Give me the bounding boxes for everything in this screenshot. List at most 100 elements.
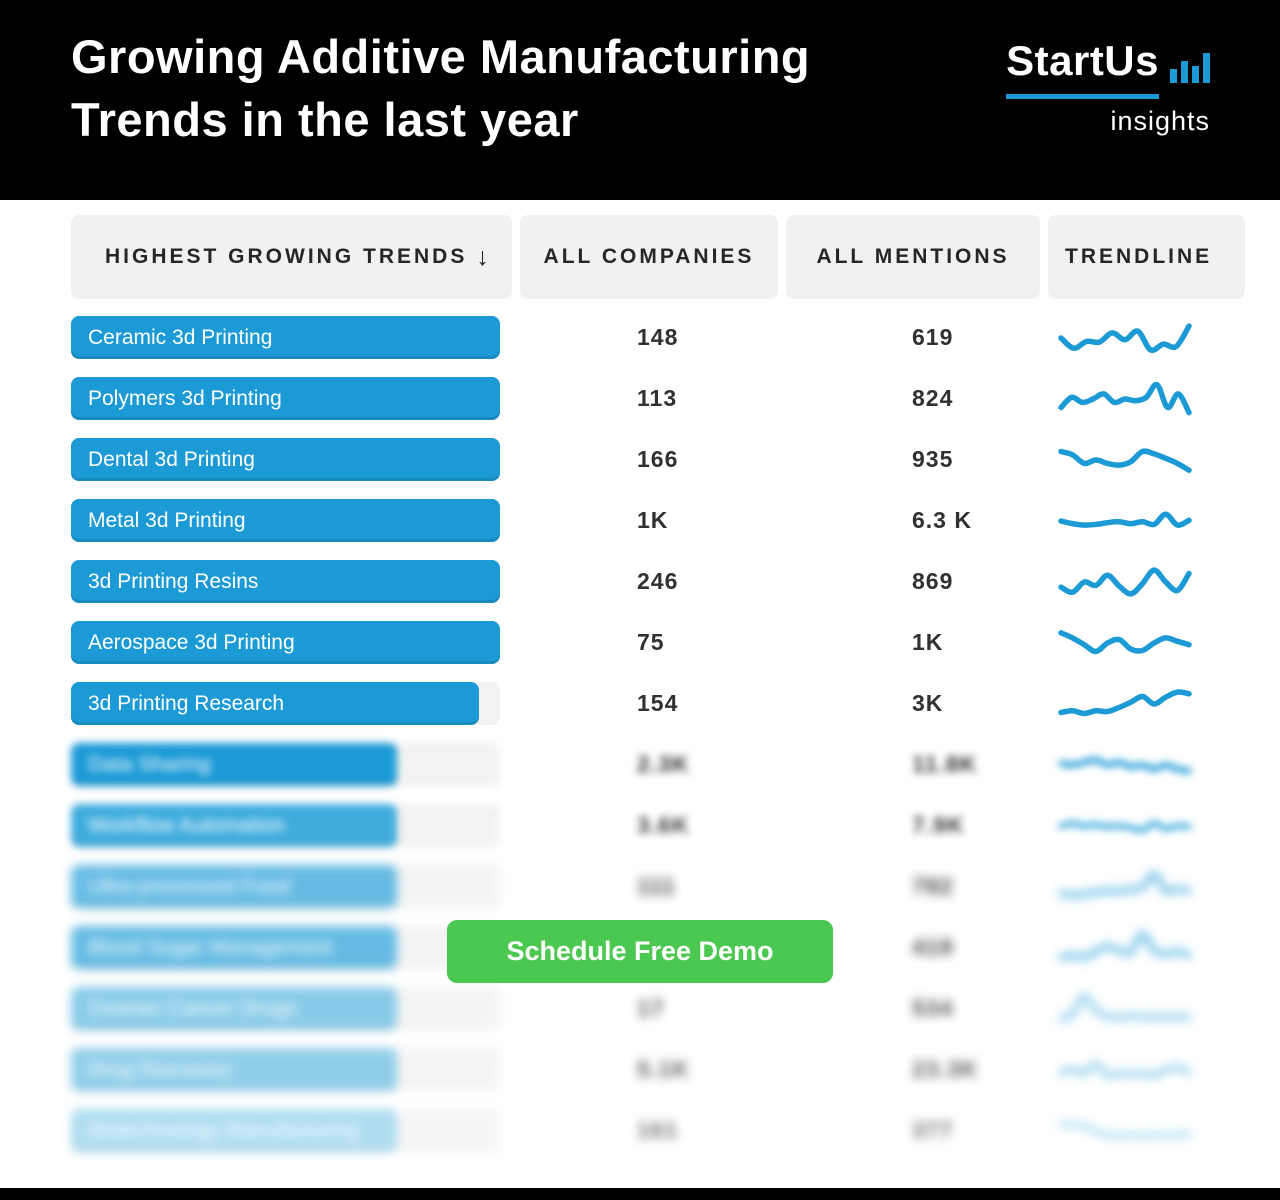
- trend-bar[interactable]: Ceramic 3d Printing: [71, 316, 500, 359]
- mentions-value: 11.8K: [912, 751, 978, 777]
- trend-bar[interactable]: Ultra-processed Food: [71, 865, 398, 908]
- trendline-sparkline: [1058, 630, 1192, 655]
- companies-value: 166: [637, 446, 679, 472]
- table-row: 3d Printing Research 3d Printing Researc…: [71, 682, 1251, 743]
- sort-descending-icon[interactable]: ↓: [476, 242, 489, 271]
- trendline-chart: [1055, 803, 1195, 849]
- trend-bar-cell: Metal 3d Printing Metal 3d Printing: [71, 499, 500, 542]
- schedule-demo-button[interactable]: Schedule Free Demo: [447, 920, 833, 983]
- trendline-chart: [1055, 986, 1195, 1032]
- column-header-companies[interactable]: ALL COMPANIES: [520, 215, 778, 299]
- trendline-sparkline: [1058, 1121, 1192, 1139]
- table-row: Polymers 3d Printing Polymers 3d Printin…: [71, 377, 1251, 438]
- trend-bar[interactable]: Polymers 3d Printing: [71, 377, 500, 420]
- trend-bar[interactable]: Workflow Automation: [71, 804, 398, 847]
- trend-bar[interactable]: Dental 3d Printing: [71, 438, 500, 481]
- trend-label: Aerospace 3d Printing: [88, 631, 295, 654]
- trend-bar-cell: 3d Printing Research 3d Printing Researc…: [71, 682, 500, 725]
- trend-label: 3d Printing Resins: [88, 570, 259, 593]
- table-row: Metal 3d Printing Metal 3d Printing 1K 6…: [71, 499, 1251, 560]
- trend-bar-cell: Ultra-processed Food Ultra-processed Foo…: [71, 865, 500, 908]
- trendline-chart: [1055, 498, 1195, 544]
- mentions-value: 869: [912, 568, 954, 594]
- trend-label: Polymers 3d Printing: [88, 387, 282, 410]
- trendline-chart: [1055, 315, 1195, 361]
- companies-value: 5.1K: [637, 1056, 690, 1082]
- trendline-chart: [1055, 1108, 1195, 1154]
- trend-rows: Ceramic 3d Printing Ceramic 3d Printing …: [71, 316, 1251, 1170]
- trendline-sparkline: [1058, 757, 1192, 774]
- trend-bar-cell: Blood Sugar Management Blood Sugar Manag…: [71, 926, 500, 969]
- trendline-sparkline: [1058, 381, 1192, 416]
- trendline-sparkline: [1058, 871, 1192, 899]
- column-header-trends-label: HIGHEST GROWING TRENDS: [105, 245, 468, 268]
- companies-value: 161: [637, 1117, 679, 1143]
- brand-logo-sub: insights: [1110, 106, 1210, 136]
- trend-bar[interactable]: Metal 3d Printing: [71, 499, 500, 542]
- trend-bar-cell: Biotechnology Manufacturing Biotechnolog…: [71, 1109, 500, 1152]
- trend-bar-cell: Aerospace 3d Printing Aerospace 3d Print…: [71, 621, 500, 664]
- table-header: HIGHEST GROWING TRENDS ↓ ALL COMPANIES A…: [71, 215, 1245, 299]
- trendline-sparkline: [1058, 323, 1192, 354]
- companies-value: 2.3K: [637, 751, 690, 777]
- trend-bar[interactable]: Drug Discovery: [71, 1048, 398, 1091]
- hero-banner: Growing Additive Manufacturing Trends in…: [0, 0, 1280, 200]
- trendline-sparkline: [1058, 1061, 1192, 1079]
- trend-bar[interactable]: Blood Sugar Management: [71, 926, 398, 969]
- column-header-companies-label: ALL COMPANIES: [543, 245, 755, 268]
- trend-bar[interactable]: Aerospace 3d Printing: [71, 621, 500, 664]
- trend-label: Blood Sugar Management: [88, 936, 332, 959]
- brand-logo: StartUs insights: [1006, 40, 1210, 137]
- companies-value: 75: [637, 629, 665, 655]
- trendline-chart: [1055, 864, 1195, 910]
- trend-bar-cell: 3d Printing Resins 3d Printing Resins: [71, 560, 500, 603]
- table-row: Dental 3d Printing Dental 3d Printing 16…: [71, 438, 1251, 499]
- table-row: 3d Printing Resins 3d Printing Resins 24…: [71, 560, 1251, 621]
- trend-label: Ultra-processed Food: [88, 875, 290, 898]
- trend-bar-cell: Ceramic 3d Printing Ceramic 3d Printing: [71, 316, 500, 359]
- companies-value: 17: [637, 995, 665, 1021]
- trend-bar[interactable]: Biotechnology Manufacturing: [71, 1109, 398, 1152]
- mentions-value: 619: [912, 324, 954, 350]
- companies-value: 154: [637, 690, 679, 716]
- column-header-trends[interactable]: HIGHEST GROWING TRENDS ↓: [71, 215, 512, 299]
- mentions-value: 3K: [912, 690, 944, 716]
- mentions-value: 782: [912, 873, 954, 899]
- trend-label: Drug Discovery: [88, 1058, 232, 1081]
- table-row: Data Sharing Data Sharing 2.3K 11.8K: [71, 743, 1251, 804]
- mentions-value: 6.3 K: [912, 507, 972, 533]
- column-header-trendline-label: TRENDLINE: [1065, 245, 1213, 268]
- trendline-sparkline: [1058, 820, 1192, 833]
- trendline-chart: [1055, 620, 1195, 666]
- trendline-chart: [1055, 742, 1195, 788]
- companies-value: 148: [637, 324, 679, 350]
- trend-bar[interactable]: 3d Printing Resins: [71, 560, 500, 603]
- trend-bar[interactable]: 3d Printing Research: [71, 682, 479, 725]
- companies-value: 246: [637, 568, 679, 594]
- trendline-sparkline: [1058, 689, 1192, 717]
- trend-bar-cell: Dental 3d Printing Dental 3d Printing: [71, 438, 500, 481]
- mentions-value: 23.3K: [912, 1056, 979, 1082]
- column-header-trendline[interactable]: TRENDLINE: [1048, 215, 1245, 299]
- footer-bar: [0, 1188, 1280, 1200]
- mentions-value: 534: [912, 995, 954, 1021]
- trend-bar-cell: Ovarian Cancer Drugs Ovarian Cancer Drug…: [71, 987, 500, 1030]
- trendline-chart: [1055, 1047, 1195, 1093]
- trendline-chart: [1055, 681, 1195, 727]
- trend-label: Workflow Automation: [88, 814, 285, 837]
- trendline-chart: [1055, 437, 1195, 483]
- trendline-sparkline: [1058, 448, 1192, 473]
- column-header-mentions[interactable]: ALL MENTIONS: [786, 215, 1040, 299]
- table-row: Ultra-processed Food Ultra-processed Foo…: [71, 865, 1251, 926]
- column-header-mentions-label: ALL MENTIONS: [816, 245, 1010, 268]
- trendline-sparkline: [1058, 993, 1192, 1022]
- trend-bar[interactable]: Ovarian Cancer Drugs: [71, 987, 398, 1030]
- trendline-sparkline: [1058, 567, 1192, 597]
- trendline-sparkline: [1058, 511, 1192, 528]
- page-title-line2: Trends in the last year: [71, 92, 579, 146]
- trend-bar[interactable]: Data Sharing: [71, 743, 398, 786]
- mentions-value: 7.9K: [912, 812, 965, 838]
- trend-label: Biotechnology Manufacturing: [88, 1119, 359, 1142]
- brand-logo-name: StartUs: [1006, 40, 1159, 99]
- companies-value: 111: [637, 873, 676, 899]
